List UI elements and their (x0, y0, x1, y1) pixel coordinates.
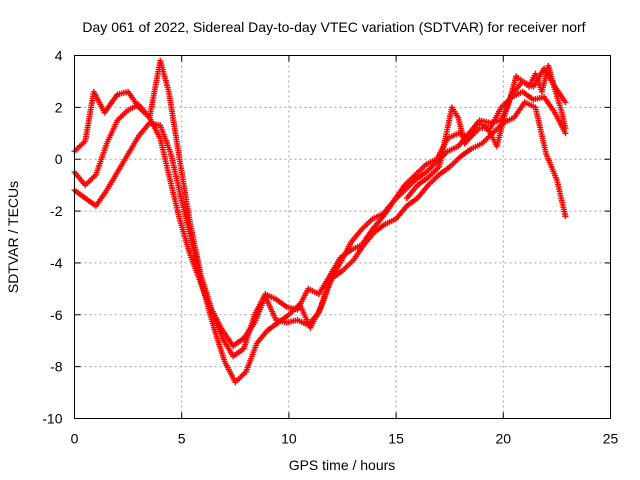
plot-frame (74, 55, 611, 419)
y-tick-label: -10 (42, 411, 62, 427)
x-tick-label: 20 (496, 431, 512, 447)
axis-ticks (74, 55, 611, 419)
x-axis-label: GPS time / hours (289, 457, 396, 473)
x-tick-label: 5 (178, 431, 186, 447)
y-tick-label: 2 (55, 99, 63, 115)
y-tick-label: 4 (55, 48, 63, 64)
data-point (562, 130, 569, 137)
data-points (71, 57, 569, 386)
track-4-series (403, 62, 569, 202)
data-point (562, 125, 569, 132)
track-3-series (71, 99, 569, 386)
gridlines (74, 55, 611, 419)
x-tick-label: 25 (603, 431, 619, 447)
y-tick-label: -8 (50, 359, 63, 375)
y-tick-label: -4 (50, 255, 63, 271)
x-tick-label: 0 (71, 431, 79, 447)
data-point (562, 213, 569, 220)
y-tick-labels: -10 -8 -6 -4 -2 0 2 4 (42, 48, 62, 427)
chart-title: Day 061 of 2022, Sidereal Day-to-day VTE… (82, 19, 585, 35)
x-tick-label: 10 (281, 431, 297, 447)
x-tick-label: 15 (388, 431, 404, 447)
y-axis-label: SDTVAR / TECUs (5, 181, 21, 293)
data-point (562, 99, 569, 106)
y-tick-label: -2 (50, 203, 63, 219)
y-tick-label: 0 (55, 151, 63, 167)
y-tick-label: -6 (50, 307, 63, 323)
x-tick-labels: 0 5 10 15 20 25 (71, 431, 619, 447)
